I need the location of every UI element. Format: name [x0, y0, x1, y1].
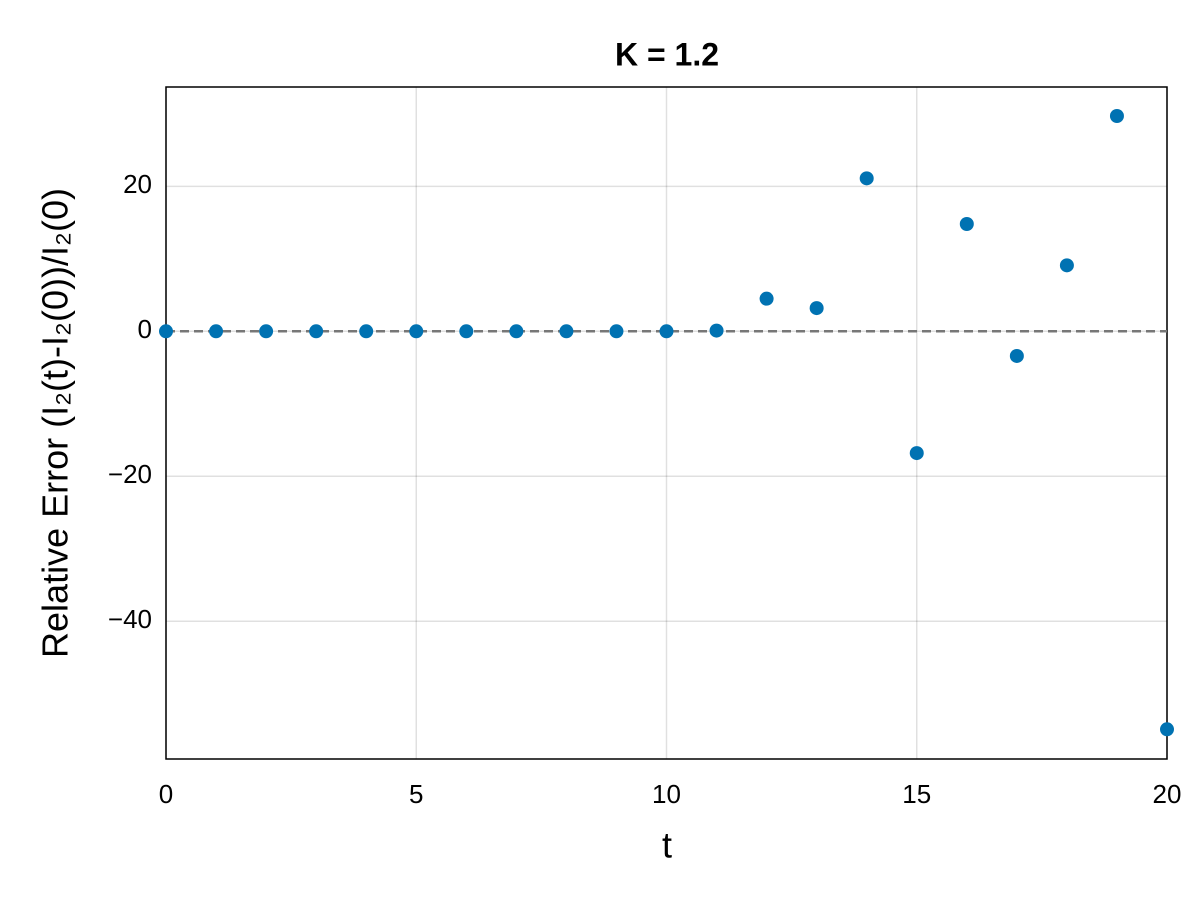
- point: [1059, 258, 1074, 273]
- point: [759, 291, 774, 306]
- point: [259, 324, 274, 339]
- point: [609, 324, 624, 339]
- point: [459, 324, 474, 339]
- point: [309, 324, 324, 339]
- point: [959, 217, 974, 232]
- point: [559, 324, 574, 339]
- point: [509, 324, 524, 339]
- point: [1109, 108, 1124, 123]
- point: [209, 324, 224, 339]
- chart-title: K = 1.2: [615, 36, 719, 72]
- point: [409, 324, 424, 339]
- x-tick-label: 10: [652, 779, 681, 809]
- x-tick-label: 5: [409, 779, 423, 809]
- x-axis-label: t: [662, 825, 672, 866]
- point: [1009, 348, 1024, 363]
- y-tick-label: −40: [108, 604, 152, 634]
- point: [809, 301, 824, 316]
- point: [359, 324, 374, 339]
- point: [659, 324, 674, 339]
- point: [709, 323, 724, 338]
- x-tick-label: 15: [902, 779, 931, 809]
- point: [909, 446, 924, 461]
- y-axis-label: Relative Error (I₂(t)-I₂(0))/I₂(0): [35, 188, 76, 658]
- point: [159, 324, 173, 339]
- x-tick-label: 20: [1153, 779, 1182, 809]
- point: [1160, 722, 1174, 737]
- x-tick-label: 0: [159, 779, 173, 809]
- y-tick-label: −20: [108, 459, 152, 489]
- y-tick-label: 20: [123, 169, 152, 199]
- y-tick-label: 0: [138, 314, 152, 344]
- plot-frame: [165, 86, 1168, 760]
- point: [859, 171, 874, 186]
